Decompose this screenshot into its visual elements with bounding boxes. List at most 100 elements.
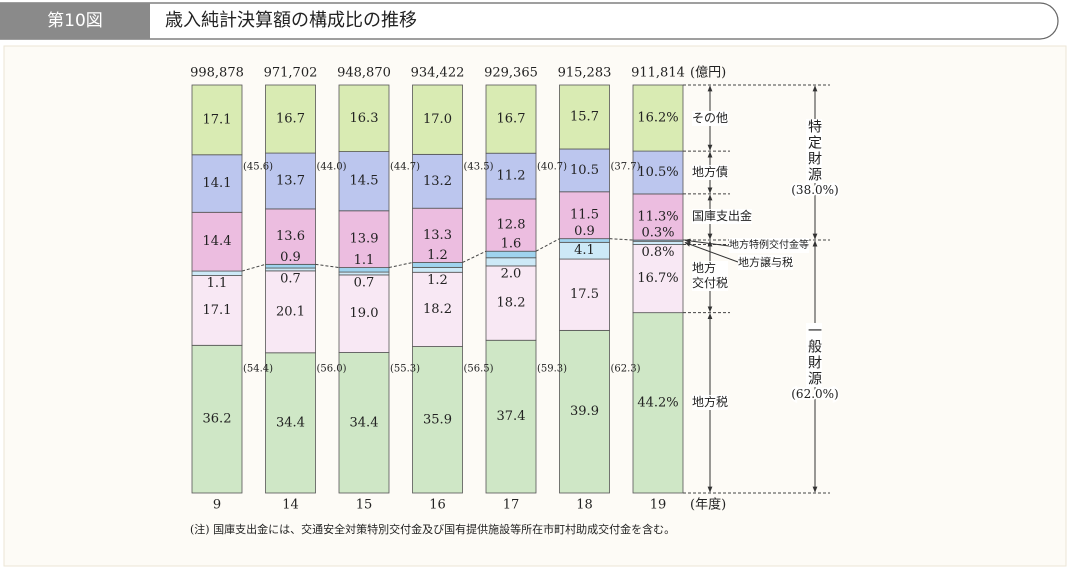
value-label: 13.7 <box>276 173 305 188</box>
bar-segment <box>191 211 243 272</box>
bar-segment <box>265 84 316 154</box>
x-tick-label: 14 <box>282 498 299 513</box>
value-label: 14.5 <box>350 174 379 189</box>
value-label: 13.9 <box>350 232 379 247</box>
bar-segment <box>265 270 316 354</box>
bar-segment <box>485 84 537 154</box>
value-label: 0.7 <box>280 271 301 286</box>
total-label: 971,702 <box>264 66 318 81</box>
value-label: 14.1 <box>203 176 232 191</box>
bar-segment <box>412 207 463 263</box>
value-label: 44.2% <box>637 395 678 410</box>
value-label: 13.6 <box>276 229 305 244</box>
bar-segment <box>632 193 684 241</box>
series-label: 国庫支出金 <box>692 209 753 225</box>
bar-segment <box>632 312 684 494</box>
bar-segment <box>412 262 463 268</box>
figure-box <box>0 3 150 39</box>
value-label: 1.6 <box>501 237 522 252</box>
general-share-label: (54.4) <box>243 364 273 375</box>
total-unit: (億円) <box>690 65 726 81</box>
general-boundary <box>241 238 634 272</box>
series-label: 地方税 <box>692 395 729 411</box>
value-label: 14.4 <box>203 234 232 249</box>
value-label: 0.7 <box>354 275 375 290</box>
x-unit: (年度) <box>690 497 726 513</box>
total-label: 934,422 <box>411 66 465 81</box>
specific-share-label: (44.0) <box>317 162 347 173</box>
bar-segment <box>412 271 463 347</box>
total-label: 911,814 <box>631 66 685 81</box>
bar-segment <box>412 84 463 155</box>
value-label: 36.2 <box>203 412 232 427</box>
total-label: 998,878 <box>190 66 244 81</box>
specific-share-label: (37.7) <box>611 162 641 173</box>
specific-share-label: (43.5) <box>464 162 494 173</box>
bar-segment <box>559 258 610 331</box>
value-label: 1.2 <box>427 273 448 288</box>
value-label: 16.3 <box>350 111 379 126</box>
bar-segment <box>559 238 610 243</box>
value-label: 35.9 <box>423 412 452 427</box>
note: (注) 国庫支出金には、交通安全対策特別交付金及び国有提供施設等所在市町村助成交… <box>190 522 675 536</box>
bar-segment <box>559 148 610 193</box>
series-label: 地方特例交付金等 <box>729 238 809 253</box>
bar-segment <box>191 275 243 346</box>
general-share-label: (56.0) <box>317 364 347 375</box>
total-label: 929,365 <box>484 66 538 81</box>
bar-segment <box>412 153 463 209</box>
value-label: 11.2 <box>497 169 526 184</box>
general-share-label: (62.3) <box>611 364 641 375</box>
value-label: 18.2 <box>497 296 526 311</box>
value-label: 17.1 <box>203 112 232 127</box>
general-share-label: (59.3) <box>537 364 567 375</box>
value-label: 16.7% <box>637 271 678 286</box>
value-label: 0.9 <box>574 224 595 239</box>
value-label: 13.2 <box>423 174 452 189</box>
bar-segment <box>412 346 463 494</box>
value-label: 16.2% <box>637 111 678 126</box>
value-label: 11.3% <box>637 209 678 224</box>
bar-segment <box>191 270 243 276</box>
value-label: 18.2 <box>423 302 452 317</box>
bar-segment <box>485 339 537 494</box>
bar-segment <box>559 84 610 150</box>
bar-segment <box>265 152 316 210</box>
series-label: その他 <box>692 110 729 126</box>
bar-segment <box>265 208 316 265</box>
series-label: 地方債 <box>692 165 729 181</box>
bar-segment <box>338 267 390 273</box>
bar-segment <box>485 265 537 341</box>
leader <box>684 238 730 247</box>
bar-segment <box>338 151 390 212</box>
bar-segment <box>338 274 390 353</box>
x-tick-label: 16 <box>429 498 446 513</box>
total-label: 948,870 <box>337 66 391 81</box>
x-tick-label: 18 <box>576 498 593 513</box>
value-label: 2.0 <box>501 266 522 281</box>
specific-share-label: (45.6) <box>243 162 273 173</box>
bar-segment <box>485 198 537 252</box>
bar-segment <box>559 191 610 240</box>
value-label: 11.5 <box>570 208 599 223</box>
bar-segment <box>632 150 684 195</box>
value-label: 10.5% <box>637 165 678 180</box>
bar-segment <box>338 210 390 268</box>
bracket-label: 特定財源 <box>806 118 822 183</box>
bracket-value: (62.0%) <box>791 387 838 401</box>
general-share-label: (56.5) <box>464 364 494 375</box>
value-label: 39.9 <box>570 404 599 419</box>
value-label: 1.2 <box>427 248 448 263</box>
bar-segment <box>338 84 390 152</box>
value-label: 20.1 <box>276 304 305 319</box>
value-label: 19.0 <box>350 306 379 321</box>
bar-segment <box>191 154 243 213</box>
value-label: 17.1 <box>203 303 232 318</box>
bar-segment <box>265 352 316 494</box>
bar-segment <box>485 152 537 200</box>
figure-number: 第10図 <box>47 11 103 31</box>
series-label: 地方 交付税 <box>692 261 729 292</box>
value-label: 16.7 <box>497 112 526 127</box>
value-label: 0.9 <box>280 250 301 265</box>
bracket-value: (38.0%) <box>791 183 838 197</box>
